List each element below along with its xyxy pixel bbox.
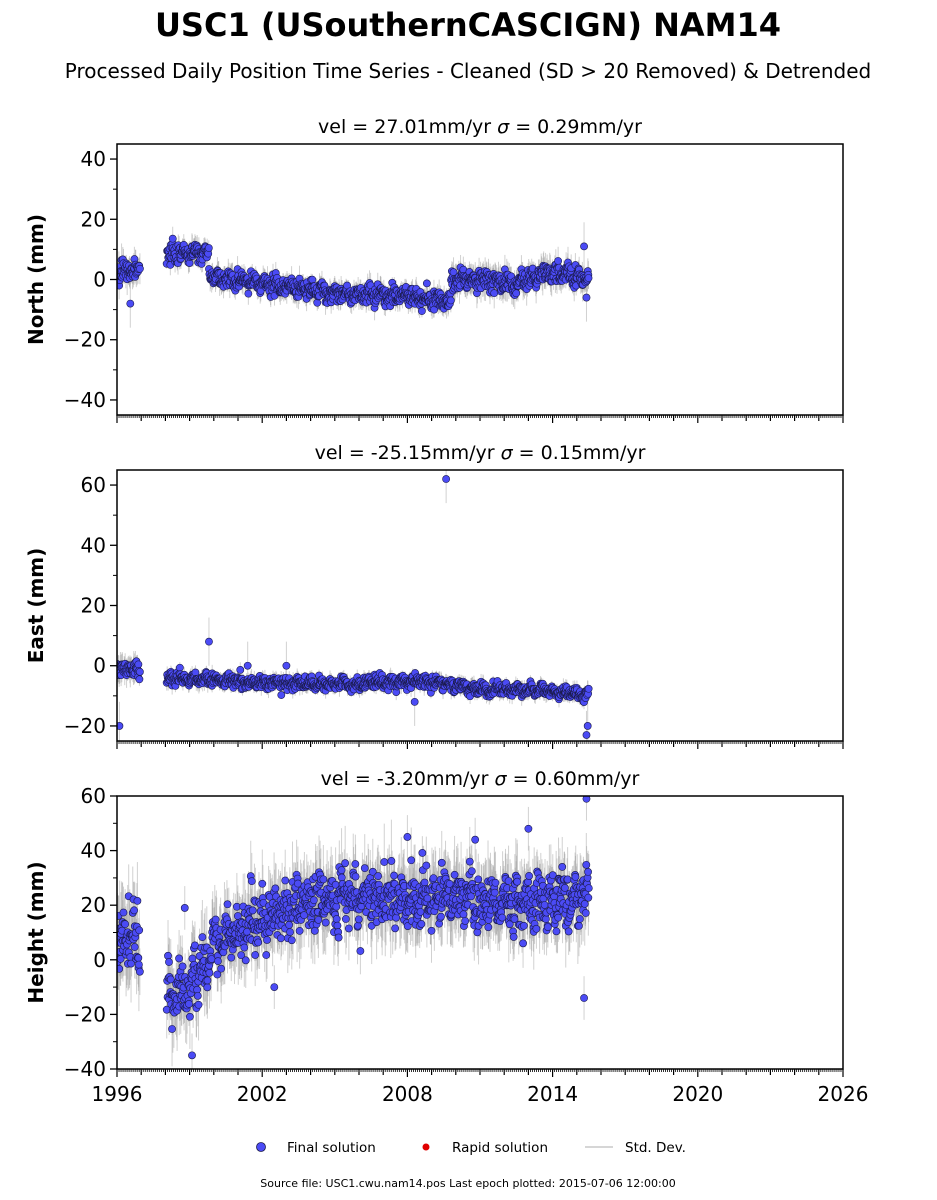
panel-title-sigma-symbol: σ [497, 116, 510, 138]
y-tick-label: 20 [81, 207, 106, 231]
figure-subtitle: Processed Daily Position Time Series - C… [65, 59, 871, 83]
y-tick-label: −20 [64, 328, 106, 352]
final-solution-point [410, 697, 419, 706]
final-solution-point [126, 299, 135, 308]
final-solution-point [204, 244, 213, 252]
final-solution-point [582, 293, 591, 302]
final-solution-point [442, 475, 451, 483]
final-solution-point [282, 661, 291, 670]
plot-frame [116, 469, 844, 742]
y-axis-label: North (mm) [24, 214, 48, 345]
y-tick-label: 60 [81, 473, 106, 497]
panel-title-sigma-symbol: σ [501, 442, 514, 464]
final-solution-point [554, 257, 563, 265]
y-tick-label: −40 [64, 388, 106, 412]
panel-east: vel = -25.15mm/yr σ = 0.15mm/yr East (mm)… [24, 442, 844, 749]
final-solution-point [446, 296, 455, 305]
final-solution-points [117, 234, 593, 315]
final-solution-point [580, 242, 588, 251]
final-solution-point [136, 264, 144, 273]
final-solution-point [584, 684, 593, 693]
final-solution-point [277, 691, 286, 699]
panels-group: vel = 27.01mm/yr σ = 0.29mm/yr North (mm)… [24, 116, 868, 1106]
panel-title: vel = 27.01mm/yr σ = 0.29mm/yr [318, 116, 642, 138]
y-tick-label: 40 [81, 533, 106, 557]
final-solution-point [117, 722, 124, 730]
y-tick-label: 0 [93, 654, 106, 678]
panel-title: vel = -25.15mm/yr σ = 0.15mm/yr [315, 442, 646, 464]
final-solution-point [583, 722, 592, 730]
panel-title-sigma: = 0.15mm/yr [513, 442, 646, 464]
final-solution-point [236, 666, 245, 674]
final-solution-point [205, 637, 213, 646]
final-solution-point [175, 663, 184, 672]
final-solution-point [584, 274, 593, 282]
panel-title-sigma: = 0.29mm/yr [509, 116, 642, 138]
final-solution-point [134, 660, 143, 669]
final-solution-point [582, 731, 591, 739]
y-axis-label: East (mm) [24, 548, 48, 664]
panel-north: vel = 27.01mm/yr σ = 0.29mm/yr North (mm)… [24, 116, 844, 423]
final-solution-point [135, 675, 144, 684]
final-solution-point [490, 289, 499, 298]
final-solution-points [117, 475, 593, 739]
final-solution-point [135, 667, 144, 676]
figure-title: USC1 (USouthernCASCIGN) NAM14 [155, 6, 781, 44]
final-solution-point [512, 289, 521, 298]
final-solution-point [418, 307, 426, 315]
final-solution-point [308, 275, 317, 284]
y-tick-label: 40 [81, 147, 106, 171]
final-solution-point [313, 298, 322, 307]
data-series [117, 470, 593, 741]
panel-title-vel: vel = -25.15mm/yr [315, 442, 501, 464]
std-dev-bars [117, 470, 590, 741]
final-solution-point [422, 279, 431, 288]
final-solution-point [244, 289, 253, 298]
y-tick-label: 0 [93, 268, 106, 292]
data-series [117, 222, 593, 328]
final-solution-point [243, 661, 252, 670]
y-tick-label: 20 [81, 594, 106, 618]
y-tick-label: −20 [64, 714, 106, 738]
final-solution-point [168, 234, 177, 243]
panel-title-vel: vel = 27.01mm/yr [318, 116, 497, 138]
